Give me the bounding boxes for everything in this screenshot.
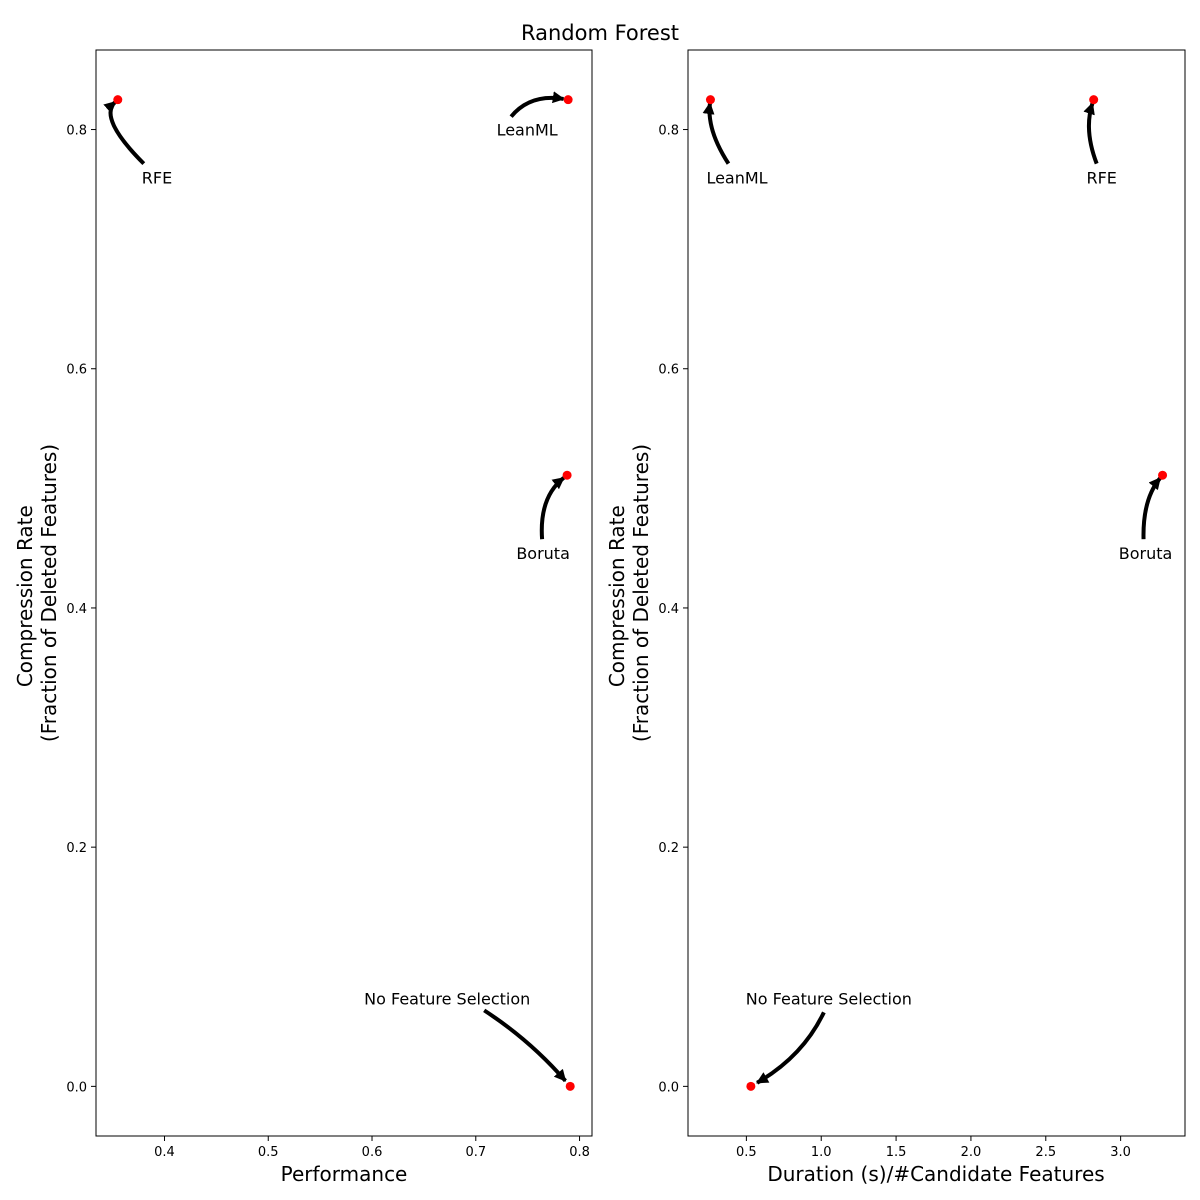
chart-performance: Performance Compression Rate (Fraction o… <box>13 49 593 1186</box>
data-point <box>562 470 572 480</box>
y-tick-label: 0.8 <box>66 124 87 139</box>
y-tick-label: 0.0 <box>658 1080 679 1095</box>
data-point <box>113 95 123 105</box>
y-tick-label: 0.4 <box>658 602 679 617</box>
point-label: No Feature Selection <box>364 989 530 1008</box>
point-label: RFE <box>142 169 172 188</box>
y-tick-label: 0.0 <box>66 1080 87 1095</box>
x-tick-label: 2.5 <box>1035 1145 1056 1160</box>
y-tick-label: 0.2 <box>66 841 87 856</box>
x-tick-label: 1.0 <box>811 1145 832 1160</box>
point-label: Boruta <box>516 544 570 563</box>
y-tick-label: 0.8 <box>658 124 679 139</box>
point-label: LeanML <box>706 169 767 188</box>
y-tick-label: 0.4 <box>66 602 87 617</box>
data-point <box>705 95 715 105</box>
data-point <box>1089 95 1099 105</box>
x-tick-label: 0.6 <box>362 1145 383 1160</box>
x-axis-label: Duration (s)/#Candidate Features <box>767 1162 1104 1186</box>
y-axis-label-line-1: Compression Rate <box>605 505 629 687</box>
plot-frame <box>687 49 1186 1137</box>
annotation-arrow <box>509 91 565 118</box>
x-tick-label: 0.5 <box>258 1145 279 1160</box>
annotation-arrow <box>539 476 566 540</box>
point-label: Boruta <box>1119 544 1173 563</box>
x-tick-label: 0.8 <box>569 1145 590 1160</box>
point-label: RFE <box>1086 169 1116 188</box>
x-axis-label: Performance <box>281 1162 408 1186</box>
annotation-arrow <box>483 1008 567 1083</box>
annotation-arrow <box>702 102 731 165</box>
plot-frame <box>95 49 593 1137</box>
y-axis-label-line-1: Compression Rate <box>13 505 37 687</box>
annotation-arrow <box>1141 476 1162 540</box>
point-label: No Feature Selection <box>746 989 912 1008</box>
x-tick-label: 0.7 <box>465 1145 486 1160</box>
chart-duration: Duration (s)/#Candidate Features Compres… <box>605 49 1186 1186</box>
y-tick-label: 0.2 <box>658 841 679 856</box>
annotation-arrow <box>103 100 146 166</box>
data-point <box>1158 470 1168 480</box>
y-axis-label: Compression Rate (Fraction of Deleted Fe… <box>605 444 653 742</box>
x-tick-label: 0.4 <box>154 1145 175 1160</box>
x-tick-label: 3.0 <box>1110 1145 1131 1160</box>
annotation-arrow <box>1083 102 1099 165</box>
x-tick-label: 0.5 <box>736 1145 757 1160</box>
figure-title: Random Forest <box>521 21 679 45</box>
y-axis-label-line-2: (Fraction of Deleted Features) <box>629 444 653 742</box>
annotation-arrow <box>756 1011 826 1085</box>
data-point <box>565 1081 575 1091</box>
data-point <box>746 1081 756 1091</box>
x-tick-label: 2.0 <box>961 1145 982 1160</box>
y-axis-label: Compression Rate (Fraction of Deleted Fe… <box>13 444 61 742</box>
data-point <box>563 95 573 105</box>
y-tick-label: 0.6 <box>658 363 679 378</box>
y-axis-label-line-2: (Fraction of Deleted Features) <box>37 444 61 742</box>
y-tick-label: 0.6 <box>66 363 87 378</box>
point-label: LeanML <box>497 121 558 140</box>
x-tick-label: 1.5 <box>886 1145 907 1160</box>
